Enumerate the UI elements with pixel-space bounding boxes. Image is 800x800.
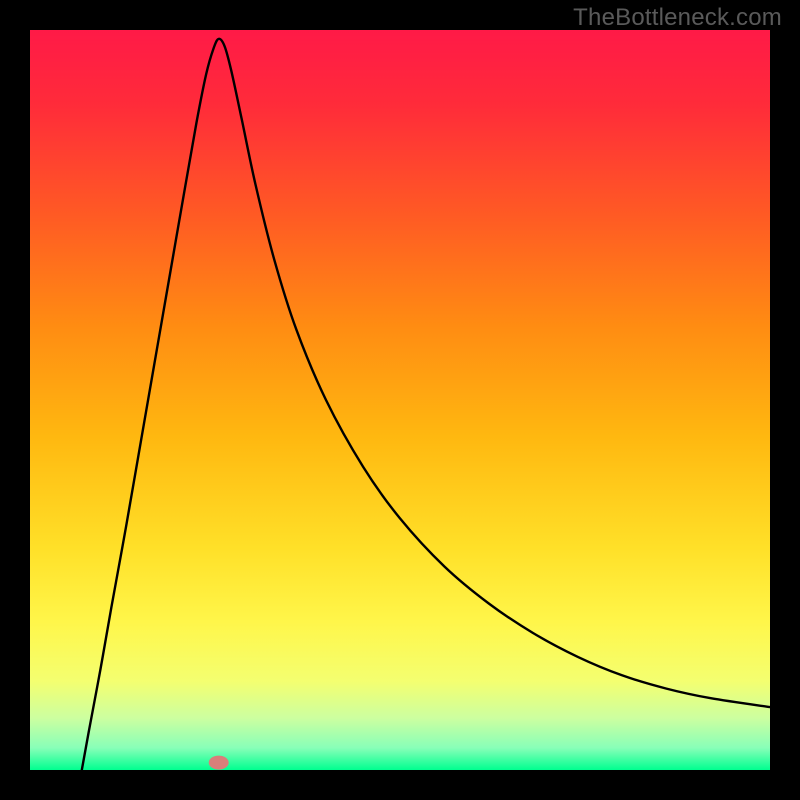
chart-container: TheBottleneck.com <box>0 0 800 800</box>
watermark-text: TheBottleneck.com <box>573 4 782 32</box>
chart-background <box>30 30 770 770</box>
bottleneck-chart <box>0 0 800 800</box>
optimal-point-marker <box>209 756 229 770</box>
